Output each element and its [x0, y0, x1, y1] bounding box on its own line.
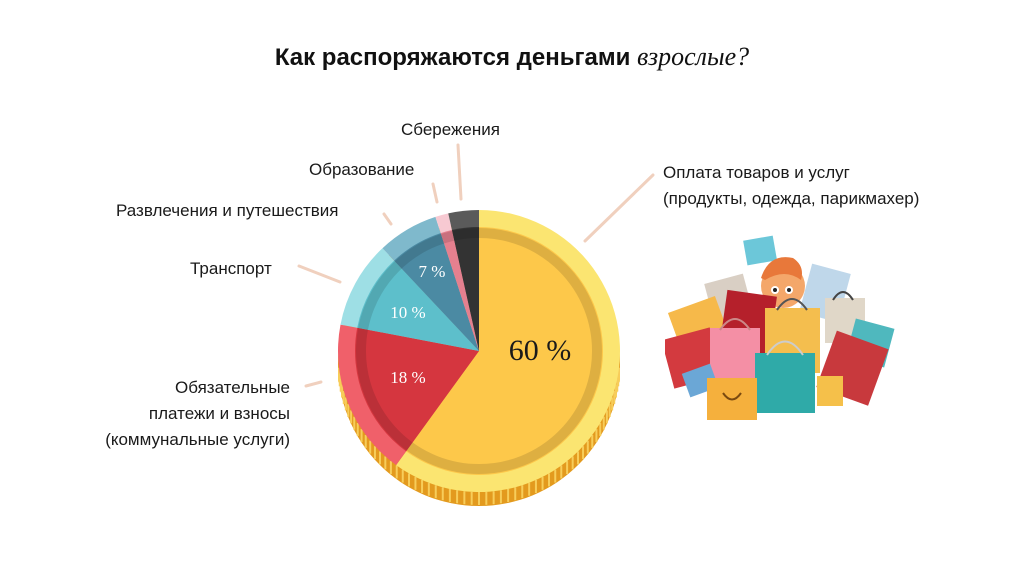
- label-entertainment: Развлечения и путешествия: [116, 198, 339, 224]
- leader-line-education: [431, 182, 439, 204]
- label-mandatory-line2: платежи и взносы: [148, 404, 290, 423]
- page-title: Как распоряжаются деньгами взрослые?: [0, 42, 1024, 72]
- leader-lines: [297, 143, 655, 388]
- leader-line-mandatory: [304, 380, 323, 388]
- pie-value-labels: 60 % 18 % 10 % 7 %: [390, 262, 571, 387]
- label-education-text: Образование: [309, 160, 415, 179]
- label-transport: Транспорт: [190, 256, 272, 282]
- label-transport-text: Транспорт: [190, 259, 272, 278]
- pie-value-label: 7 %: [419, 262, 446, 281]
- title-italic: взрослые?: [637, 42, 750, 71]
- label-mandatory-line3: (коммунальные услуги): [105, 430, 290, 449]
- label-goods: Оплата товаров и услуг (продукты, одежда…: [663, 160, 919, 212]
- pie-slice: [440, 229, 479, 351]
- leader-line-savings: [456, 143, 463, 201]
- pie-slice: [406, 227, 603, 476]
- label-mandatory: Обязательные платежи и взносы (коммуналь…: [105, 375, 290, 453]
- label-goods-line1: Оплата товаров и услуг: [663, 163, 850, 182]
- label-mandatory-line1: Обязательные: [175, 378, 290, 397]
- leader-line-transport: [297, 264, 342, 284]
- pie-value-label: 60 %: [509, 334, 572, 367]
- pie-value-label: 10 %: [390, 303, 425, 322]
- label-education: Образование: [309, 157, 414, 183]
- pie-slice: [394, 233, 479, 351]
- label-savings: Сбережения: [401, 117, 500, 143]
- leader-line-entertainment: [382, 212, 393, 226]
- pie-slices: [355, 227, 603, 476]
- label-savings-text: Сбережения: [401, 120, 500, 139]
- pie-slice: [451, 227, 479, 351]
- label-goods-line2: (продукты, одежда, парикмахер): [663, 189, 920, 208]
- pie-inner-shadow: [356, 228, 602, 474]
- shopping-bags-illustration: [665, 235, 895, 420]
- leader-line-goods: [583, 173, 655, 243]
- title-main: Как распоряжаются деньгами: [274, 44, 631, 71]
- label-entertainment-text: Развлечения и путешествия: [116, 201, 339, 220]
- pie-value-label: 18 %: [390, 368, 425, 387]
